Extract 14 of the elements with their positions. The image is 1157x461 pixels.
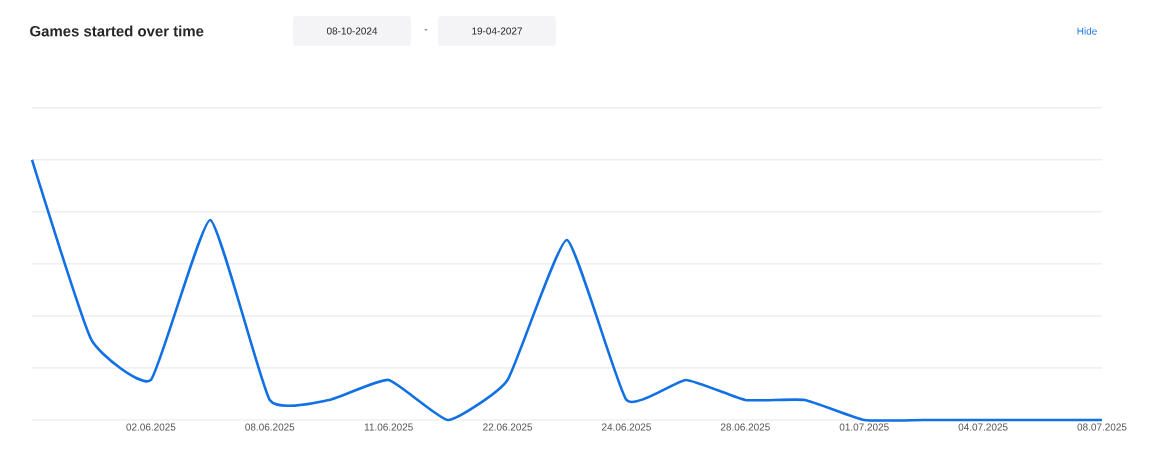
text: 19-04-2027 [472, 27, 522, 35]
text: - [424, 29, 428, 31]
x-tick-label: 08.06.2025 [245, 423, 295, 431]
x-tick-label: 04.07.2025 [958, 423, 1008, 431]
x-tick-label: 02.06.2025 [126, 423, 176, 431]
x-tick-label: 01.07.2025 [839, 423, 889, 431]
x-tick-label: 08.07.2025 [1077, 423, 1127, 431]
text: Hide [1077, 27, 1097, 35]
chart-title: Games started over time [30, 25, 204, 37]
x-tick-label: 28.06.2025 [720, 423, 770, 431]
x-tick-label: 11.06.2025 [364, 423, 413, 431]
x-tick-label: 24.06.2025 [602, 423, 651, 431]
x-tick-label: 22.06.2025 [483, 423, 533, 431]
text: 08-10-2024 [326, 27, 378, 35]
